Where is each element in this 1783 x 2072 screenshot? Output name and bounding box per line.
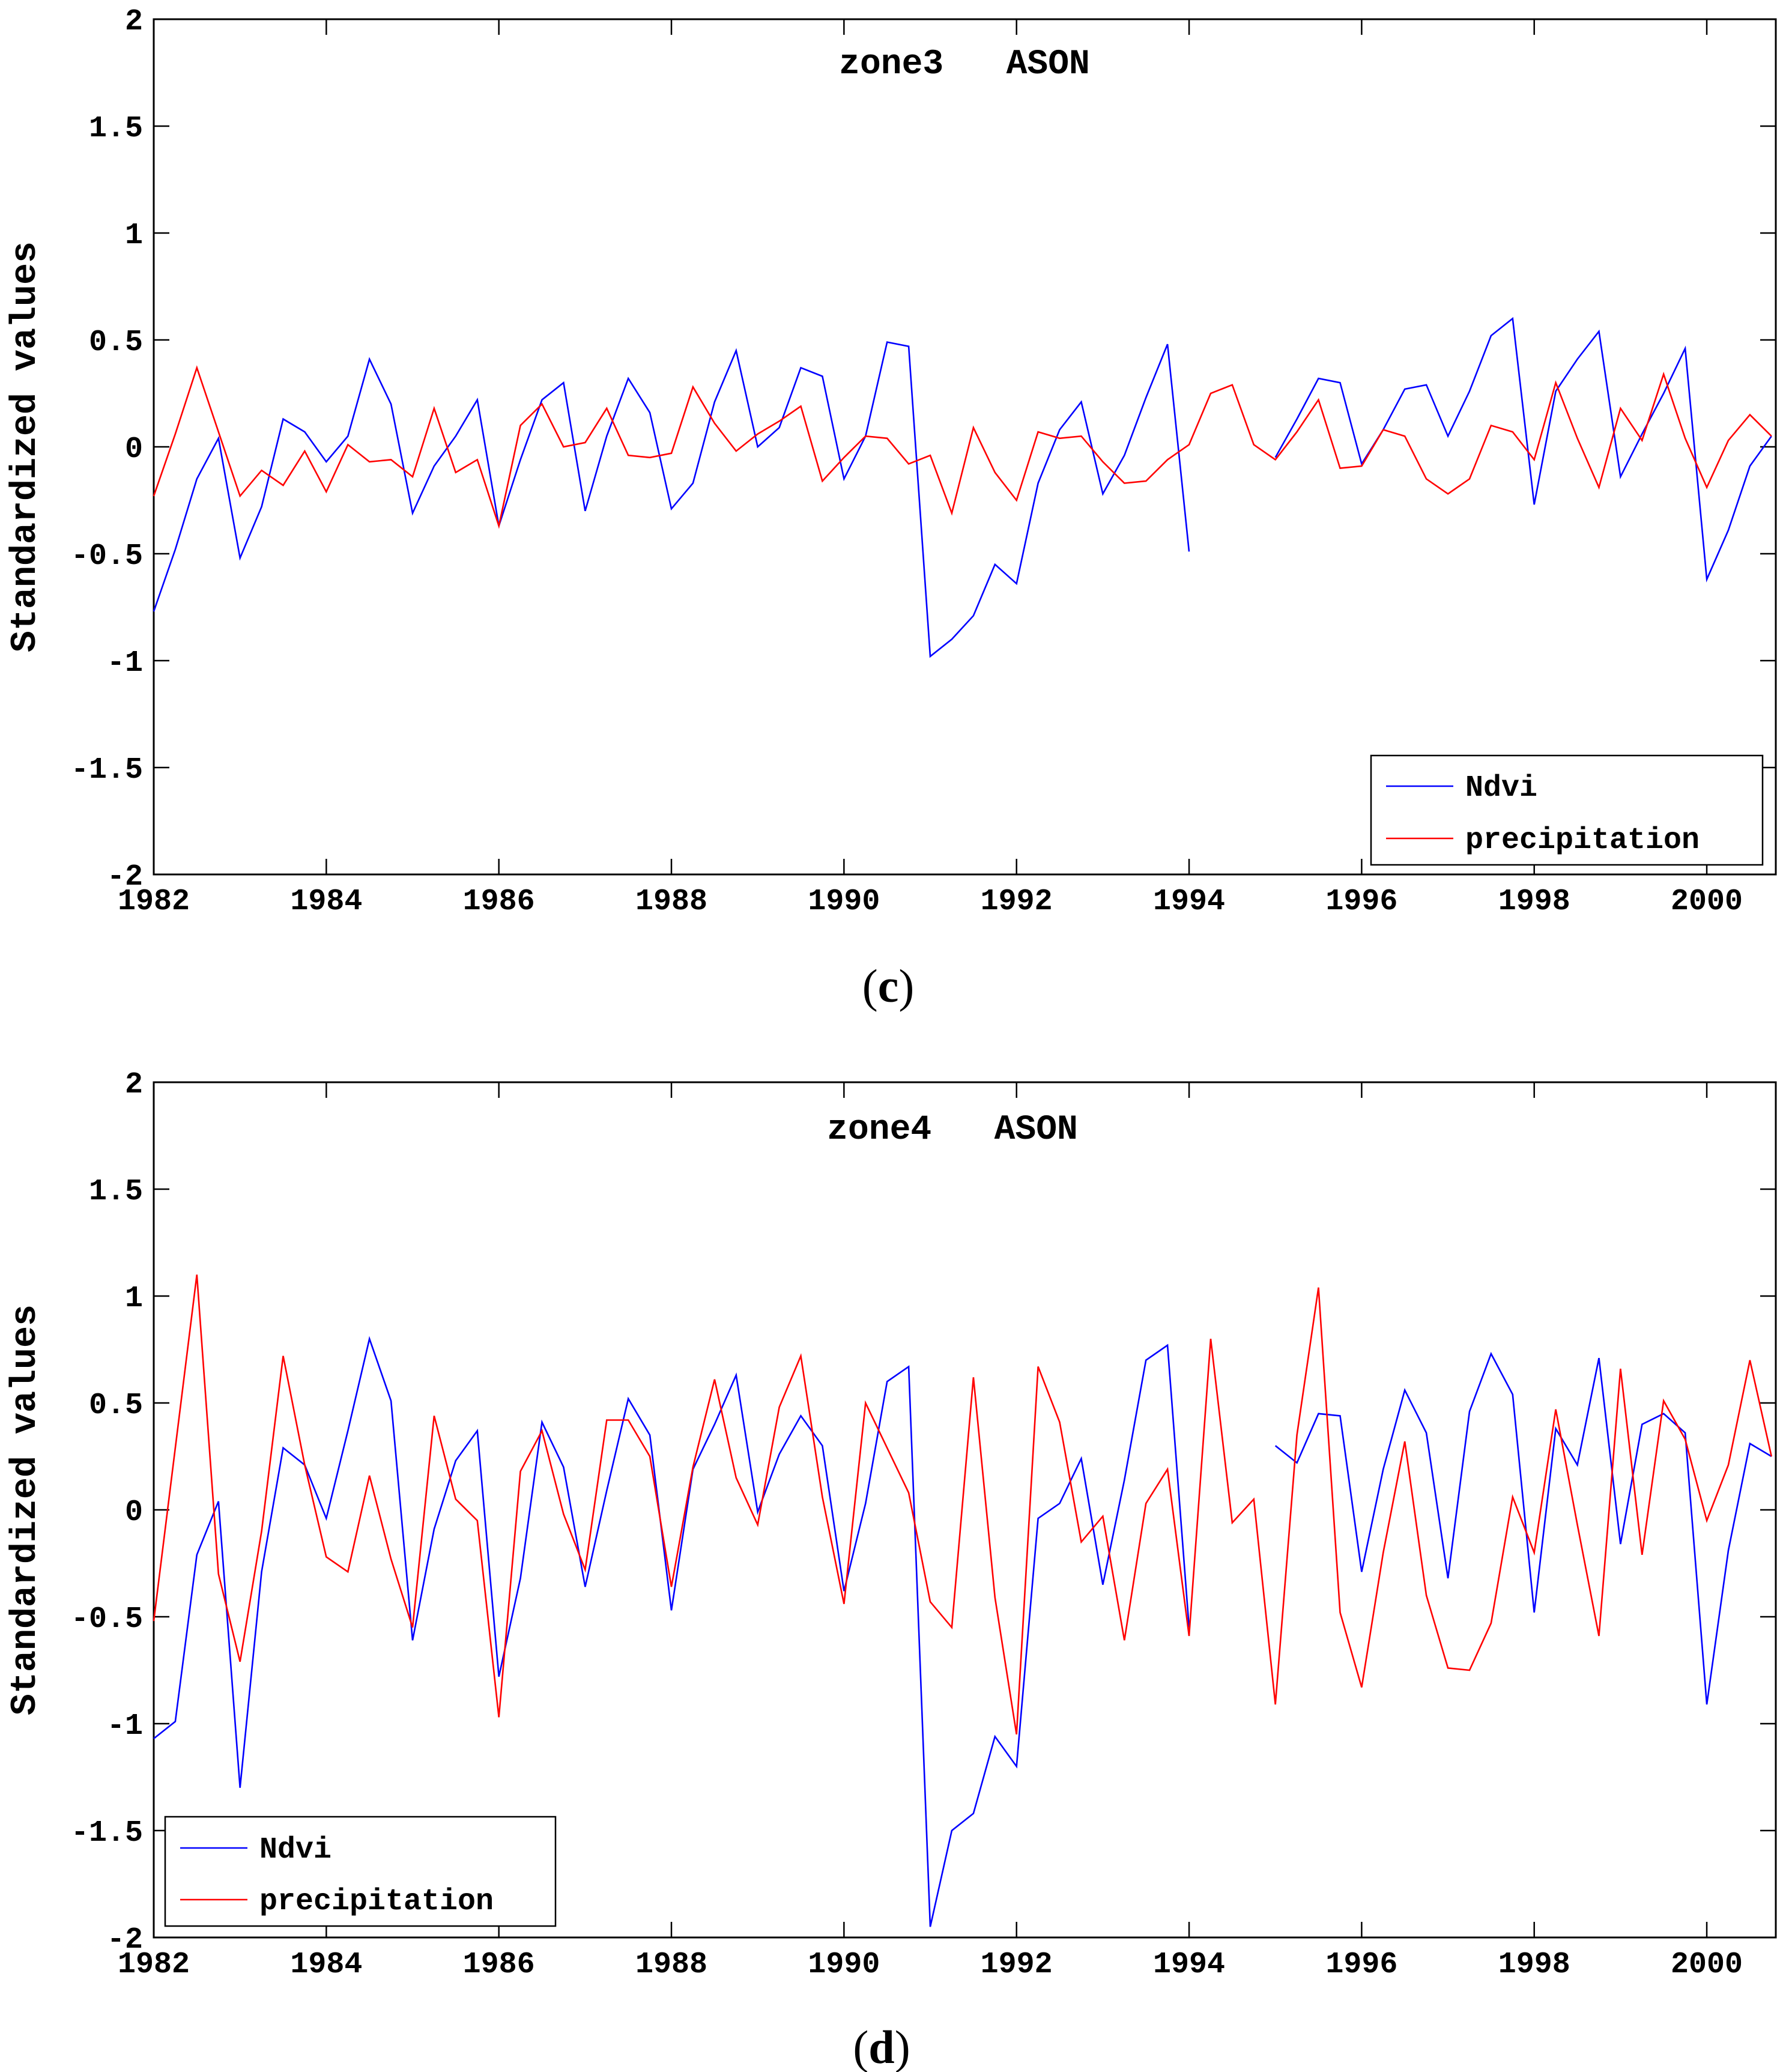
x-tick-label: 1984 bbox=[290, 885, 362, 919]
x-tick-label: 1994 bbox=[1153, 1948, 1225, 1982]
x-tick-label: 1998 bbox=[1498, 1948, 1570, 1982]
series-line-ndvi bbox=[1274, 1351, 1772, 1705]
y-tick-labels: 2 1.5 1 0.5 0 -0.5 -1 -1.5 -2 bbox=[71, 5, 143, 894]
y-tick-label: -2 bbox=[107, 860, 143, 894]
y-tick-label: 0.5 bbox=[89, 1389, 143, 1423]
x-tick-label: 1982 bbox=[118, 1948, 190, 1982]
series-line-precipitation bbox=[153, 1274, 1773, 1735]
tick-marks bbox=[153, 1081, 1776, 1939]
chart-title: zone3 ASON bbox=[839, 45, 1090, 84]
y-tick-label: -0.5 bbox=[71, 1602, 143, 1637]
x-tick-label: 1996 bbox=[1325, 885, 1397, 919]
x-tick-label: 1986 bbox=[463, 1948, 535, 1982]
x-tick-label: 1998 bbox=[1498, 885, 1570, 919]
panel-caption: (d) bbox=[853, 2021, 910, 2072]
legend-box bbox=[1370, 754, 1764, 866]
y-tick-label: -1.5 bbox=[71, 1816, 143, 1850]
x-tick-label: 1990 bbox=[808, 1948, 880, 1982]
y-tick-label: 1 bbox=[125, 1282, 143, 1316]
x-tick-label: 1982 bbox=[118, 885, 190, 919]
y-tick-labels: 2 1.5 1 0.5 0 -0.5 -1 -1.5 -2 bbox=[71, 1068, 143, 1957]
y-tick-label: 0 bbox=[125, 1495, 143, 1530]
y-axis-label: Standardized values bbox=[5, 1304, 46, 1715]
chart-title: zone4 ASON bbox=[827, 1110, 1078, 1150]
chart-panel-c: 21.510.50-0.5-1-1.5-2 1982 1984 1986 1988 19… bbox=[5, 5, 1777, 1012]
plot-frame bbox=[153, 18, 1777, 876]
series-lines bbox=[153, 1274, 1773, 1927]
x-tick-label: 1990 bbox=[808, 885, 880, 919]
legend-label-precipitation: precipitation bbox=[1465, 823, 1700, 858]
x-tick-label: 1992 bbox=[981, 885, 1053, 919]
series-line-ndvi bbox=[1274, 317, 1772, 583]
y-axis-label: Standardized values bbox=[5, 241, 46, 652]
y-tick-label: -1 bbox=[107, 646, 143, 680]
legend: Ndvi precipitation bbox=[1370, 754, 1764, 866]
x-tick-labels: 1982 1984 1986 1988 1990 1992 1994 1996 1998 2000 bbox=[118, 885, 1743, 919]
x-tick-label: 1986 bbox=[463, 885, 535, 919]
x-tick-label: 2000 bbox=[1671, 1948, 1743, 1982]
x-tick-label: 1996 bbox=[1325, 1948, 1397, 1982]
y-tick-label: -1.5 bbox=[71, 753, 143, 787]
y-tick-label: -0.5 bbox=[71, 539, 143, 574]
legend-label-precipitation: precipitation bbox=[259, 1885, 494, 1919]
x-tick-labels: 1982 1984 1986 1988 1990 1992 1994 1996 1998 2000 bbox=[118, 1948, 1743, 1982]
panel-caption: (c) bbox=[862, 960, 915, 1012]
x-tick-label: 1988 bbox=[635, 1948, 707, 1982]
y-tick-label: -1 bbox=[107, 1709, 143, 1743]
y-tick-label: 1.5 bbox=[89, 1175, 143, 1209]
y-tick-label: 1 bbox=[125, 219, 143, 253]
plot-frame bbox=[153, 1081, 1777, 1939]
legend-box bbox=[164, 1816, 557, 1927]
legend-label-ndvi: Ndvi bbox=[1465, 771, 1537, 805]
series-line-ndvi bbox=[153, 1336, 1190, 1927]
tick-marks bbox=[153, 18, 1776, 876]
y-tick-label: 1.5 bbox=[89, 112, 143, 146]
y-tick-label: 0 bbox=[125, 432, 143, 467]
y-tick-label: 2 bbox=[125, 1068, 143, 1102]
y-tick-label: 2 bbox=[125, 5, 143, 39]
x-tick-label: 1994 bbox=[1153, 885, 1225, 919]
chart-panel-d: 21.510.50-0.5-1-1.5-2 1982 1984 1986 1988 19… bbox=[5, 1068, 1777, 2072]
series-line-precipitation bbox=[153, 365, 1772, 529]
legend-label-ndvi: Ndvi bbox=[259, 1833, 331, 1867]
x-tick-label: 1984 bbox=[290, 1948, 362, 1982]
series-lines bbox=[153, 317, 1772, 658]
series-line-ndvi bbox=[153, 341, 1190, 658]
y-tick-label: 0.5 bbox=[89, 326, 143, 360]
x-tick-label: 2000 bbox=[1671, 885, 1743, 919]
y-tick-label: -2 bbox=[107, 1923, 143, 1957]
legend: Ndvi precipitation bbox=[164, 1816, 557, 1927]
x-tick-label: 1988 bbox=[635, 885, 707, 919]
x-tick-label: 1992 bbox=[981, 1948, 1053, 1982]
